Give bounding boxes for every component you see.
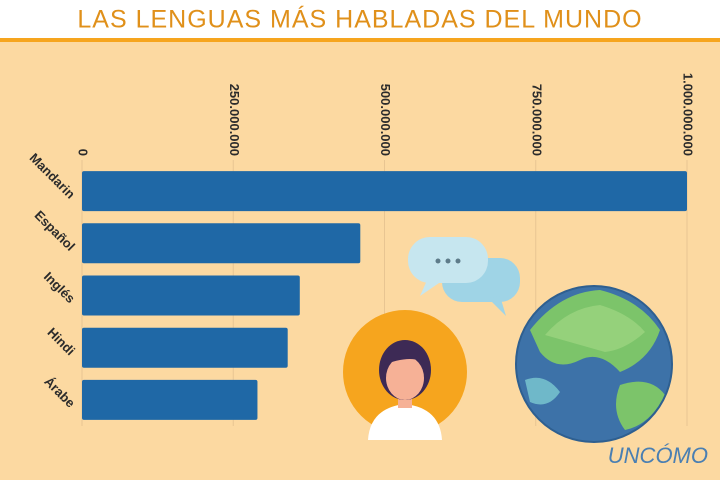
title-band: [0, 0, 720, 38]
x-tick-label: 500.000.000: [378, 84, 393, 156]
x-tick-label: 250.000.000: [227, 84, 242, 156]
speech-bubbles: [408, 237, 520, 316]
person-avatar: [343, 310, 467, 440]
bar: [82, 171, 687, 212]
globe: [515, 285, 673, 443]
chart-title: LAS LENGUAS MÁS HABLADAS DEL MUNDO: [77, 5, 642, 34]
x-tick-label: 1.000.000.000: [681, 73, 696, 156]
x-tick-label: 0: [76, 149, 91, 156]
logo: UNCÓMO: [608, 443, 708, 468]
title-stripe: [0, 38, 720, 42]
bar: [82, 379, 258, 420]
bar: [82, 327, 288, 368]
bar: [82, 275, 300, 316]
bar: [82, 223, 361, 264]
x-tick-label: 750.000.000: [529, 84, 544, 156]
